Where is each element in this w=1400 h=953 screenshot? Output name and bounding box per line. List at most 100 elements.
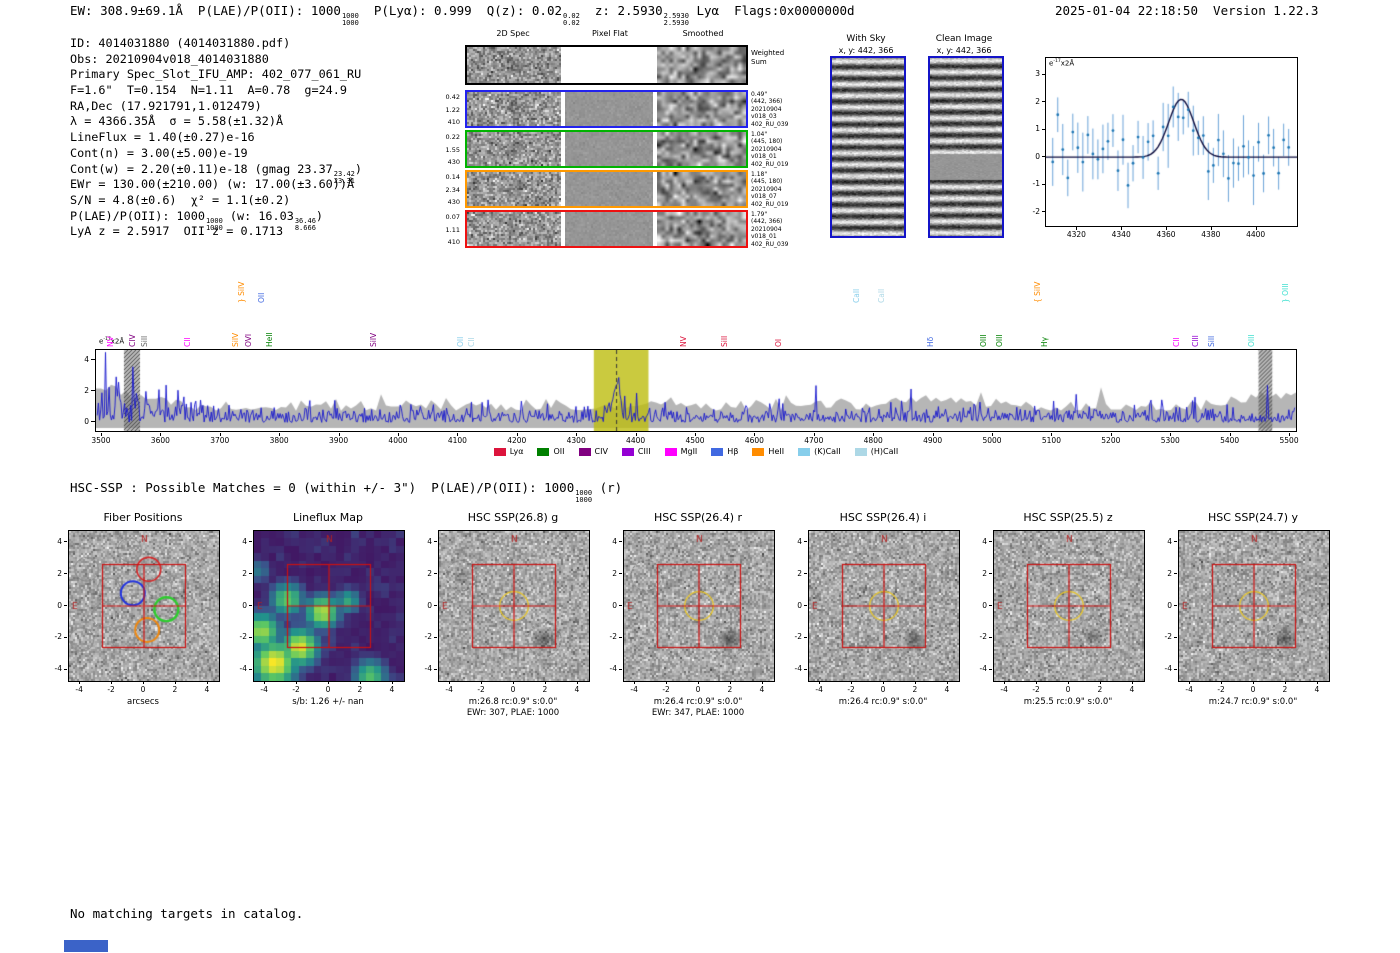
tick-mark: [434, 636, 437, 638]
stacked-fraction: 0.02 0.02: [563, 12, 580, 27]
emission-line-label: SiII: [1207, 335, 1217, 347]
emission-line-label: SiIV: [368, 332, 378, 347]
y-tick-label: 4: [427, 536, 432, 546]
tick-mark: [1042, 156, 1045, 158]
info-line: LyA z = 2.5917 OII z = 0.1713: [70, 224, 362, 240]
tick-mark: [91, 359, 95, 361]
line-fit-canvas: [1046, 58, 1297, 226]
x-tick-label: 0: [880, 685, 886, 694]
x-tick-label: -4: [630, 685, 638, 694]
legend-item: (K)CaII: [798, 447, 841, 456]
emission-line-label: SiII: [720, 335, 730, 347]
y-tick-label: 2: [242, 568, 247, 578]
tick-mark: [666, 681, 668, 684]
cutout-title: HSC SSP(25.5) z: [1023, 511, 1113, 524]
legend-item: OII: [537, 447, 565, 456]
legend-item: Lyα: [493, 447, 523, 456]
with-sky-image: [830, 56, 906, 238]
legend-label: (H)CaII: [870, 447, 899, 456]
cutout-caption: m:26.8 rc:0.9" s:0.0": [468, 697, 558, 707]
cutout-image-image: [623, 530, 775, 682]
legend-item: MgII: [664, 447, 697, 456]
legend-label: Hβ: [727, 447, 739, 456]
x-tick-label: -4: [75, 685, 83, 694]
legend-swatch: [578, 447, 591, 456]
y-tick-label: 0: [982, 600, 987, 610]
tick-mark: [1042, 183, 1045, 185]
y-tick-label: 0: [1167, 600, 1172, 610]
x-tick-label: -4: [445, 685, 453, 694]
tick-mark: [883, 681, 884, 684]
tick-mark: [989, 605, 992, 606]
superscript-segment: -17: [103, 337, 111, 342]
stacked-fraction: 1000 1000: [205, 216, 223, 232]
footer-line: No matching targets in catalog.: [70, 906, 304, 921]
cutout-title: HSC SSP(26.4) i: [839, 511, 927, 524]
y-tick-label: 4: [982, 536, 987, 546]
spec2d-col-title: 2D Spec: [496, 29, 530, 38]
tick-mark: [729, 681, 731, 684]
spec2d-row-left-label: 0.22 1.55 430: [445, 133, 460, 166]
pixel-flat-image: [565, 172, 653, 206]
x-tick-label: -2: [1217, 685, 1225, 694]
text-segment: e: [99, 337, 104, 346]
x-tick-label: -2: [662, 685, 670, 694]
x-tick-label: 4100: [447, 436, 467, 445]
y-tick-label: -4: [794, 664, 802, 674]
smoothed-image: [657, 172, 746, 206]
tick-mark: [249, 636, 252, 638]
emission-line-label: OI: [773, 338, 783, 347]
text-segment: e: [1049, 59, 1054, 68]
emission-line-label: CIV: [127, 334, 137, 347]
x-tick-label: 0: [510, 685, 516, 694]
tick-mark: [174, 681, 176, 684]
tick-mark: [635, 433, 637, 436]
emission-line-label: CIII: [1190, 335, 1200, 347]
spec2d-image: [467, 47, 561, 83]
tick-mark: [219, 433, 221, 436]
tick-mark: [359, 681, 361, 684]
tick-mark: [804, 573, 807, 575]
x-tick-label: 2: [1097, 685, 1103, 694]
x-tick-label: 0: [1250, 685, 1256, 694]
superscript-segment: -17: [1053, 59, 1061, 64]
x-tick-label: -2: [477, 685, 485, 694]
text-segment: Cont(n) = 3.00(±5.00)e-19: [70, 145, 248, 160]
legend-label: (K)CaII: [814, 447, 841, 456]
x-tick-label: 0: [140, 685, 146, 694]
footer-badge: [64, 940, 108, 952]
info-line: F=1.6" T=0.154 N=1.11 A=0.78 g=24.9: [70, 83, 362, 99]
y-tick-label: -2: [979, 632, 987, 642]
y-tick-label: 2: [797, 568, 802, 578]
spec2d-col-title: Smoothed: [682, 29, 724, 38]
tick-mark: [328, 681, 329, 684]
emission-line-label: Hγ: [1039, 336, 1049, 347]
info-line: Cont(w) = 2.20(±0.11)e-18 (gmag 23.37 23.…: [70, 162, 362, 185]
text-segment: Primary Spec_Slot_IFU_AMP: 402_077_061_R…: [70, 67, 362, 82]
smoothed-image: [657, 92, 746, 126]
tick-mark: [804, 541, 807, 543]
x-tick-label: 0: [325, 685, 331, 694]
tick-mark: [100, 433, 102, 436]
cutout-caption: m:24.7 rc:0.9" s:0.0": [1208, 697, 1298, 707]
cutout-title: Lineflux Map: [292, 511, 364, 524]
tick-mark: [1036, 681, 1038, 684]
spec2d-row: [465, 90, 748, 128]
x-tick-label: 3900: [329, 436, 349, 445]
tick-mark: [434, 668, 437, 670]
x-tick-label: 4: [1314, 685, 1320, 694]
tick-mark: [91, 421, 95, 423]
cutout-caption: s/b: 1.26 +/- nan: [292, 697, 364, 707]
tick-mark: [249, 605, 252, 606]
y-tick-label: -4: [54, 664, 62, 674]
tick-mark: [873, 433, 875, 436]
spec2d-row-left-label: 0.14 2.34 430: [445, 173, 460, 206]
text-segment: P(LAE)/P(OII): 1000: [70, 208, 205, 223]
spec2d-row-right-label: 1.79" (442, 366) 20210904 v018_01 402_RU_039: [751, 211, 789, 248]
spec2d-col-title: Pixel Flat: [592, 29, 628, 38]
tick-mark: [1210, 227, 1212, 230]
spec2d-row-left-label: 0.42 1.22 410: [445, 93, 460, 126]
tick-mark: [989, 573, 992, 575]
legend-swatch: [493, 447, 506, 456]
tick-mark: [1099, 681, 1101, 684]
